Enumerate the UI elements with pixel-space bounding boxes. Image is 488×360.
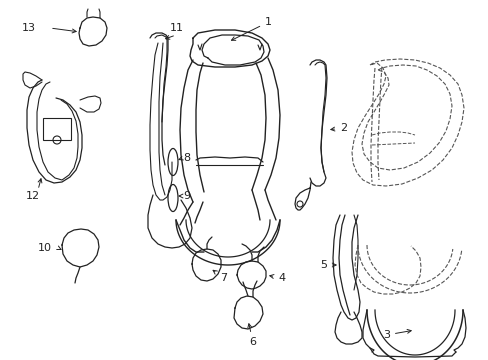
Text: 9: 9	[183, 191, 190, 201]
Text: 7: 7	[213, 270, 226, 283]
Text: 13: 13	[22, 23, 36, 33]
Text: 12: 12	[26, 191, 40, 201]
Bar	[43, 118, 71, 140]
Text: 8: 8	[183, 153, 190, 163]
Text: 1: 1	[231, 17, 271, 40]
Text: 10: 10	[38, 243, 52, 253]
Text: 6: 6	[247, 324, 256, 347]
Text: 11: 11	[170, 23, 183, 33]
Text: 5: 5	[319, 260, 335, 270]
Text: 2: 2	[330, 123, 346, 133]
Text: 3: 3	[382, 329, 410, 340]
Text: 4: 4	[269, 273, 285, 283]
